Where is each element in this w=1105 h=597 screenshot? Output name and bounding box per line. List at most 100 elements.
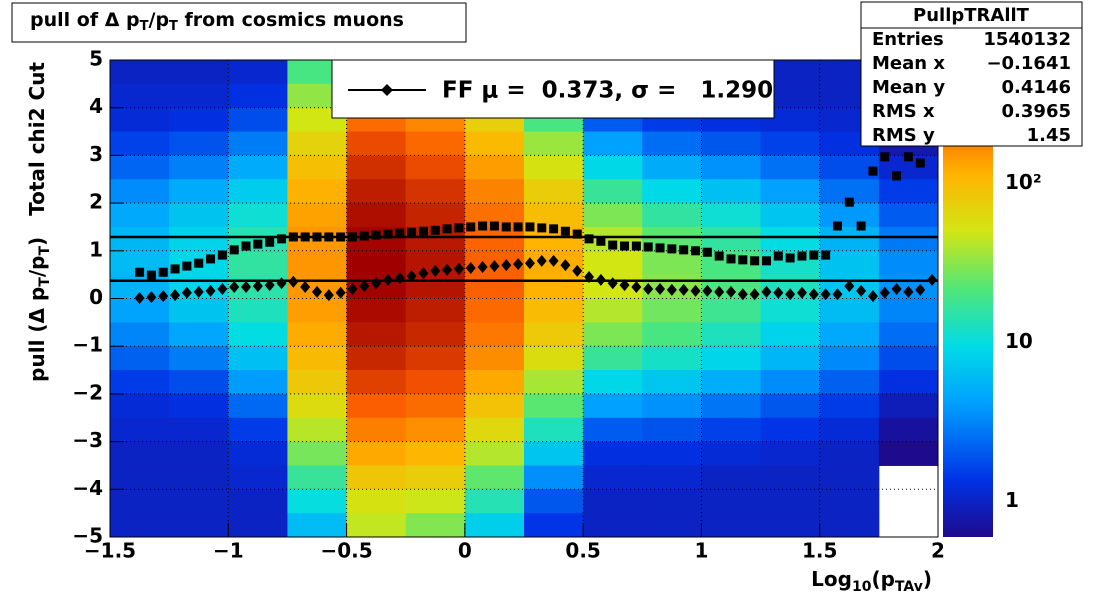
y-tick-label: −5 — [72, 524, 103, 548]
profile-diamond — [903, 285, 914, 298]
heat-cell — [878, 250, 939, 276]
heat-cell — [405, 322, 466, 347]
profile-square — [714, 251, 724, 261]
heat-cell — [405, 203, 466, 228]
heat-cell — [819, 322, 880, 347]
x-tick-label: −0.5 — [320, 539, 372, 563]
heat-cell — [287, 346, 348, 371]
heat-cell — [346, 250, 407, 276]
z-tick-label: 10 — [1005, 329, 1033, 353]
heat-cell — [287, 179, 348, 204]
heat-cell — [287, 465, 348, 490]
heat-cell — [169, 322, 229, 347]
heat-cell — [169, 155, 229, 180]
heat-cell — [169, 465, 229, 490]
heat-cell — [819, 226, 880, 252]
heat-cell — [878, 393, 939, 419]
profile-square — [265, 237, 275, 247]
heat-cell — [228, 250, 288, 276]
z-tick-label: 10² — [1005, 170, 1042, 194]
y-tick-label: −4 — [72, 476, 103, 500]
chart-title: pull of Δ pT/pT from cosmics muons — [30, 9, 404, 34]
heat-cell — [228, 322, 288, 347]
heat-cell — [405, 274, 466, 299]
stats-value: −0.1641 — [986, 53, 1071, 74]
heat-cell — [524, 322, 584, 347]
heat-cell — [701, 322, 762, 347]
heat-cell — [524, 370, 584, 395]
y-tick-label: −1 — [72, 333, 103, 357]
heat-cell — [642, 465, 702, 490]
heat-cell — [464, 441, 525, 466]
profile-diamond — [335, 286, 346, 299]
heat-cell — [642, 346, 702, 371]
heat-cell — [405, 155, 466, 180]
heat-cell — [819, 489, 880, 514]
profile-diamond — [229, 281, 240, 294]
heat-cell — [287, 131, 348, 156]
legend-text: FF μ = 0.373, σ = 1.290 — [442, 78, 773, 104]
stats-label: Mean y — [872, 77, 945, 98]
profile-diamond — [217, 282, 228, 295]
profile-diamond — [808, 288, 819, 301]
heat-cell — [642, 489, 702, 514]
y-tick-label: 4 — [89, 94, 103, 118]
profile-diamond — [288, 275, 299, 288]
heat-cell — [583, 489, 643, 514]
heat-cell — [760, 370, 821, 395]
heat-cell — [583, 298, 643, 323]
heat-cell — [110, 179, 170, 204]
heat-cell — [228, 203, 288, 228]
heat-cell — [464, 489, 525, 514]
profile-diamond — [856, 284, 867, 297]
heat-cell — [464, 370, 525, 395]
y-tick-label: 1 — [89, 237, 103, 261]
profile-square — [383, 229, 393, 239]
profile-diamond — [666, 283, 677, 296]
x-tick-label: 1.5 — [802, 539, 837, 563]
heat-cell — [346, 203, 407, 228]
profile-diamond — [418, 267, 429, 280]
stats-value: 0.4146 — [1002, 77, 1071, 98]
profile-square — [880, 152, 890, 162]
profile-square — [454, 223, 464, 233]
heat-cell — [464, 346, 525, 371]
profile-diamond — [264, 279, 275, 292]
heat-cell — [760, 441, 821, 466]
y-tick-label: −2 — [72, 380, 103, 404]
profile-square — [738, 255, 748, 265]
profile-square — [549, 224, 559, 234]
heat-cell — [524, 346, 584, 371]
heat-cell — [583, 465, 643, 490]
heat-cell — [878, 179, 939, 204]
x-tick-label: 0.5 — [565, 539, 600, 563]
heat-cell — [346, 346, 407, 371]
heat-cell — [169, 489, 229, 514]
heat-cell — [701, 489, 762, 514]
profile-square — [478, 221, 488, 231]
heat-cell — [464, 155, 525, 180]
profile-square — [217, 250, 227, 260]
heat-cell — [583, 250, 643, 276]
heat-cell — [464, 417, 525, 443]
profile-square — [182, 261, 192, 271]
profile-square — [726, 254, 736, 264]
profile-square — [206, 254, 216, 264]
heat-cell — [642, 298, 702, 323]
heat-cell — [287, 513, 348, 538]
profile-diamond — [406, 270, 417, 283]
profile-diamond — [146, 291, 157, 304]
profile-diamond — [584, 271, 595, 284]
profile-diamond — [536, 254, 547, 267]
heat-cell — [228, 107, 288, 133]
heat-cell — [228, 417, 288, 443]
heat-cell — [760, 465, 821, 490]
stats-value: 1.45 — [1027, 125, 1071, 146]
heat-cell — [878, 370, 939, 395]
profile-diamond — [796, 286, 807, 299]
heat-cell — [642, 417, 702, 443]
x-tick-label: 0 — [458, 539, 472, 563]
y-tick-label: 0 — [89, 285, 103, 309]
heat-cell — [110, 346, 170, 371]
heat-cell — [169, 60, 229, 85]
